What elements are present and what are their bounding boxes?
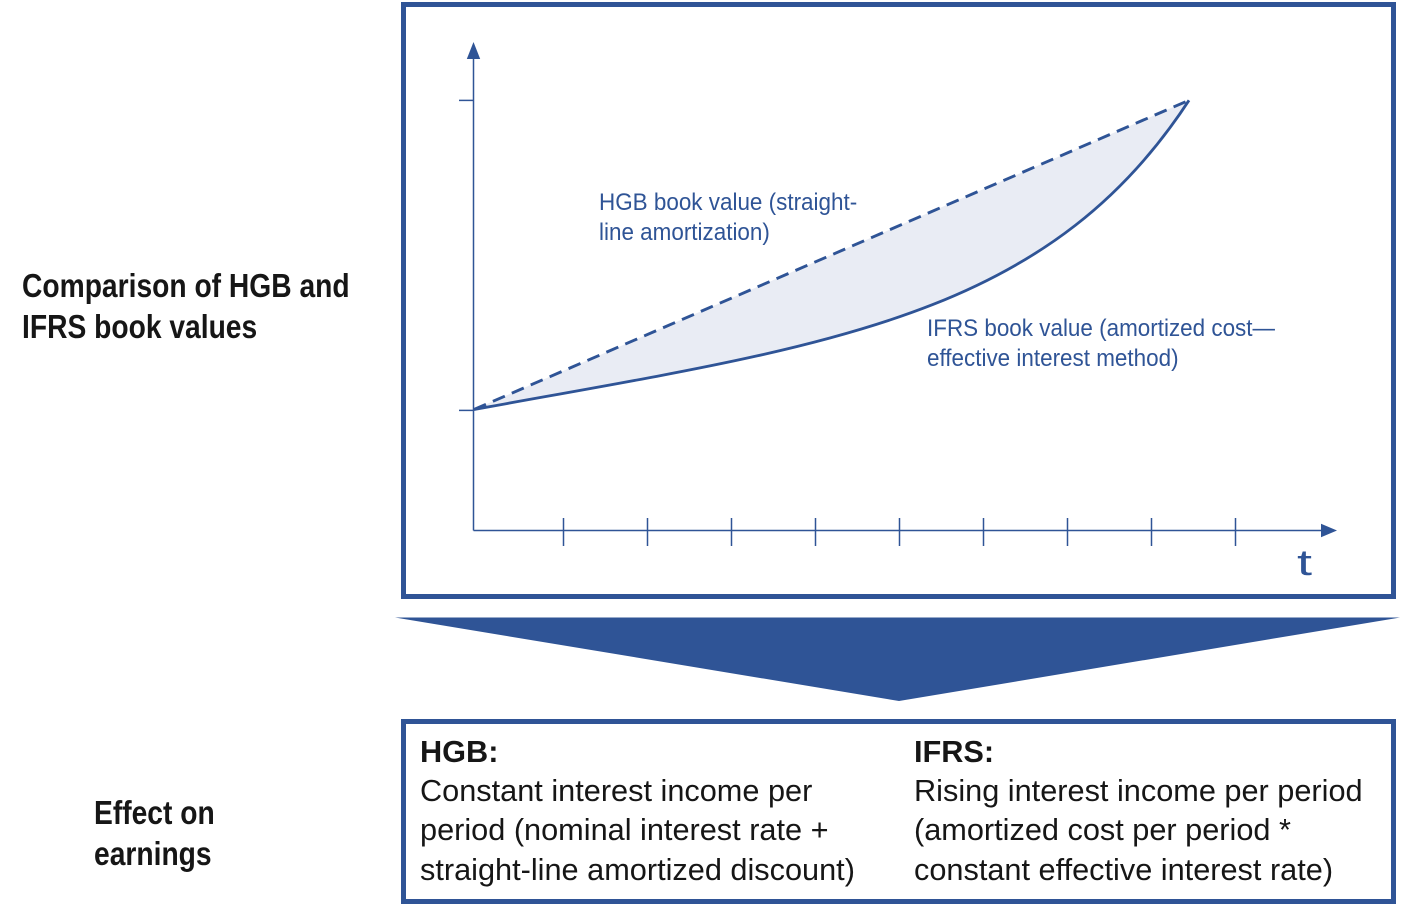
ifrs-heading: IFRS:: [914, 733, 995, 769]
x-axis-ticks: [562, 518, 1237, 546]
hgb-earnings-column: HGB: Constant interest income per period…: [420, 732, 855, 890]
x-axis-arrowhead: [1321, 523, 1337, 538]
hgb-body: Constant interest income per period (nom…: [420, 772, 855, 887]
x-axis-label: t: [1297, 542, 1313, 583]
hgb-dashed-line: [473, 98, 1190, 411]
effect-label: Effect on earnings: [94, 794, 215, 872]
down-chevron-arrow: [395, 617, 1400, 701]
hgb-line-label: HGB book value (straight- line amortizat…: [599, 189, 858, 246]
axes: [459, 54, 1324, 546]
ifrs-body: Rising interest income per period (amort…: [914, 772, 1363, 887]
hgb-heading: HGB:: [420, 733, 499, 769]
y-axis-arrowhead: [466, 42, 481, 59]
comparison-label: Comparison of HGB and IFRS book values: [22, 267, 350, 345]
ifrs-earnings-column: IFRS: Rising interest income per period …: [914, 732, 1363, 890]
ifrs-curve: [473, 99, 1191, 411]
ifrs-line-label: IFRS book value (amortized cost— effecti…: [927, 315, 1275, 372]
earnings-box: [401, 719, 1396, 904]
